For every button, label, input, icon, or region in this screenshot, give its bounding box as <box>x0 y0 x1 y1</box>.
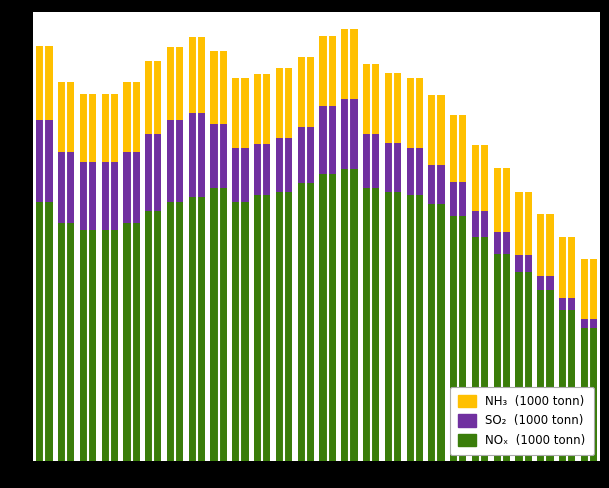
Bar <box>298 57 314 127</box>
Bar <box>363 187 379 461</box>
Bar <box>276 192 292 461</box>
Bar <box>319 106 336 174</box>
Bar <box>102 94 118 163</box>
Bar <box>537 290 554 461</box>
Bar <box>211 51 227 124</box>
Bar <box>36 202 52 461</box>
Bar <box>581 259 597 320</box>
Bar <box>189 38 205 113</box>
Bar <box>559 237 576 298</box>
Bar <box>189 197 205 461</box>
Bar <box>232 202 248 461</box>
Bar <box>515 255 532 272</box>
Bar <box>515 192 532 255</box>
Bar <box>472 237 488 461</box>
Bar <box>211 124 227 187</box>
Bar <box>341 29 357 99</box>
Bar <box>341 169 357 461</box>
Bar <box>472 145 488 211</box>
Bar <box>254 74 270 144</box>
Bar <box>494 168 510 232</box>
Bar <box>298 183 314 461</box>
Bar <box>102 230 118 461</box>
Bar <box>319 174 336 461</box>
Bar <box>167 202 183 461</box>
Bar <box>124 152 139 223</box>
Bar <box>276 68 292 139</box>
Bar <box>363 64 379 134</box>
Bar <box>450 115 466 182</box>
Bar <box>80 230 96 461</box>
Bar <box>537 276 554 290</box>
Bar <box>450 216 466 461</box>
Bar <box>428 95 445 165</box>
Bar <box>494 253 510 461</box>
Bar <box>407 148 423 195</box>
Bar <box>211 187 227 461</box>
Bar <box>145 61 161 134</box>
Bar <box>407 78 423 148</box>
Bar <box>58 152 74 223</box>
Bar <box>102 163 118 230</box>
Bar <box>124 82 139 152</box>
Bar <box>407 195 423 461</box>
Bar <box>232 78 248 148</box>
Bar <box>494 232 510 253</box>
Bar <box>581 320 597 328</box>
Bar <box>124 223 139 461</box>
Bar <box>145 211 161 461</box>
Bar <box>36 120 52 202</box>
Bar <box>428 204 445 461</box>
Bar <box>428 165 445 204</box>
Bar <box>254 195 270 461</box>
Bar <box>80 163 96 230</box>
Bar <box>385 142 401 192</box>
Bar <box>319 36 336 106</box>
Bar <box>581 328 597 461</box>
Bar <box>537 214 554 276</box>
Bar <box>36 46 52 120</box>
Bar <box>298 127 314 183</box>
Bar <box>472 211 488 237</box>
Bar <box>232 148 248 202</box>
Bar <box>58 223 74 461</box>
Legend: NH₃  (1000 tonn), SO₂  (1000 tonn), NOₓ  (1000 tonn): NH₃ (1000 tonn), SO₂ (1000 tonn), NOₓ (1… <box>450 386 594 455</box>
Bar <box>559 309 576 461</box>
Bar <box>385 192 401 461</box>
Bar <box>167 120 183 202</box>
Bar <box>189 113 205 197</box>
Bar <box>254 144 270 195</box>
Bar <box>450 182 466 216</box>
Bar <box>58 82 74 152</box>
Bar <box>363 134 379 187</box>
Bar <box>515 272 532 461</box>
Bar <box>341 99 357 169</box>
Bar <box>145 134 161 211</box>
Bar <box>559 298 576 309</box>
Bar <box>80 94 96 163</box>
Bar <box>167 47 183 120</box>
Bar <box>276 139 292 192</box>
Bar <box>385 73 401 142</box>
